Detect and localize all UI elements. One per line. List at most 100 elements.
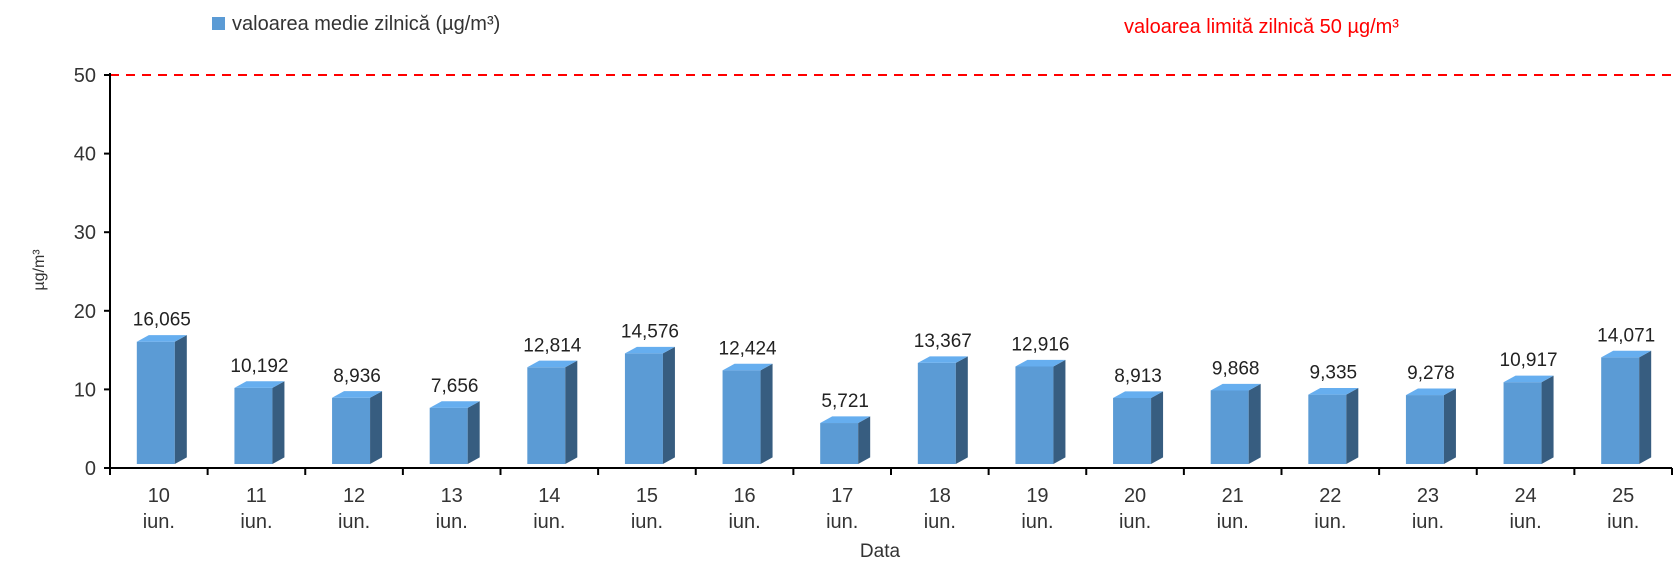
x-tick-label-month: iun. bbox=[728, 511, 760, 533]
bar-top bbox=[234, 381, 285, 388]
bar-front bbox=[234, 387, 273, 464]
x-tick-label-month: iun. bbox=[1412, 511, 1444, 533]
x-tick-label-month: iun. bbox=[143, 511, 175, 533]
bar-front bbox=[1210, 390, 1249, 464]
bar-side bbox=[1248, 383, 1261, 464]
bar-top bbox=[1113, 391, 1164, 398]
data-label: 12,424 bbox=[719, 338, 778, 359]
legend-series-label: valoarea medie zilnică (µg/m³) bbox=[232, 13, 500, 35]
bar-top bbox=[1015, 359, 1066, 367]
bar-top bbox=[332, 391, 383, 398]
x-tick-label-month: iun. bbox=[338, 511, 370, 533]
bar-front bbox=[1503, 382, 1542, 464]
bar-front bbox=[1405, 395, 1444, 464]
x-tick-label-month: iun. bbox=[924, 511, 956, 533]
bar-front bbox=[917, 362, 956, 464]
y-tick-label: 50 bbox=[74, 65, 96, 87]
bar-front bbox=[820, 423, 859, 464]
bar-top bbox=[1601, 350, 1652, 358]
bar-front bbox=[136, 341, 175, 464]
bar-front bbox=[624, 353, 663, 464]
x-tick-label-month: iun. bbox=[1509, 511, 1541, 533]
bar-front bbox=[429, 407, 468, 464]
bar-top bbox=[624, 346, 675, 354]
x-tick-label-day: 22 bbox=[1319, 485, 1341, 507]
bar-top bbox=[820, 416, 871, 424]
x-tick-label-day: 11 bbox=[246, 485, 267, 507]
y-tick-label: 0 bbox=[85, 458, 96, 480]
bar-front bbox=[1308, 394, 1347, 464]
bar-side bbox=[370, 391, 383, 464]
x-tick-label-month: iun. bbox=[533, 511, 565, 533]
data-label: 9,868 bbox=[1212, 358, 1260, 379]
x-tick-label-month: iun. bbox=[1021, 511, 1053, 533]
bar-side bbox=[955, 356, 968, 464]
bar-top bbox=[722, 363, 773, 371]
bar-top bbox=[1210, 383, 1261, 391]
x-tick-label-day: 15 bbox=[636, 485, 658, 507]
x-tick-label-day: 19 bbox=[1026, 485, 1048, 507]
data-label: 14,576 bbox=[621, 321, 679, 342]
data-label: 9,278 bbox=[1407, 363, 1455, 384]
data-label: 5,721 bbox=[821, 391, 869, 412]
data-label: 10,917 bbox=[1500, 350, 1558, 371]
x-tick-label-month: iun. bbox=[240, 511, 272, 533]
bar-top bbox=[1503, 375, 1554, 383]
x-tick-label-day: 21 bbox=[1222, 485, 1244, 507]
bar-front bbox=[1601, 357, 1640, 464]
y-tick-label: 30 bbox=[74, 222, 96, 244]
x-tick-label-month: iun. bbox=[1607, 511, 1639, 533]
bar-front bbox=[1015, 366, 1054, 464]
bar-front bbox=[1113, 397, 1152, 464]
x-tick-label-day: 18 bbox=[929, 485, 951, 507]
legend-swatch bbox=[212, 17, 225, 30]
y-tick-label: 20 bbox=[74, 301, 96, 323]
bar-side bbox=[1151, 391, 1164, 464]
bar-front bbox=[527, 367, 566, 464]
data-label: 7,656 bbox=[431, 376, 479, 397]
bar-side bbox=[174, 335, 187, 464]
bar-front bbox=[722, 370, 761, 464]
data-label: 12,814 bbox=[523, 335, 582, 356]
x-tick-label-month: iun. bbox=[826, 511, 858, 533]
bar-side bbox=[1443, 388, 1456, 464]
x-tick-label-month: iun. bbox=[1119, 511, 1151, 533]
bar-top bbox=[917, 356, 968, 363]
x-tick-label-day: 14 bbox=[538, 485, 560, 507]
y-axis-title: µg/m³ bbox=[31, 249, 48, 291]
data-label: 14,071 bbox=[1597, 325, 1655, 346]
bar-front bbox=[332, 397, 371, 464]
x-tick-label-day: 24 bbox=[1514, 485, 1536, 507]
bar-top bbox=[527, 360, 578, 368]
x-tick-label-day: 25 bbox=[1612, 485, 1634, 507]
bar-top bbox=[429, 401, 480, 408]
x-tick-label-day: 17 bbox=[831, 485, 853, 507]
x-tick-label-month: iun. bbox=[1217, 511, 1249, 533]
bar-side bbox=[1053, 359, 1066, 464]
y-tick-label: 40 bbox=[74, 144, 96, 166]
x-tick-label-day: 13 bbox=[441, 485, 463, 507]
bar-side bbox=[662, 346, 675, 464]
legend: valoarea medie zilnică (µg/m³) bbox=[212, 13, 500, 35]
data-label: 9,335 bbox=[1310, 363, 1358, 384]
data-label: 12,916 bbox=[1011, 334, 1069, 355]
x-axis-title: Data bbox=[860, 541, 901, 562]
data-label: 16,065 bbox=[133, 310, 191, 331]
data-label: 10,192 bbox=[230, 356, 288, 377]
x-tick-label-month: iun. bbox=[1314, 511, 1346, 533]
data-label: 8,936 bbox=[333, 366, 381, 387]
x-tick-label-month: iun. bbox=[436, 511, 468, 533]
x-tick-label-day: 20 bbox=[1124, 485, 1146, 507]
data-label: 8,913 bbox=[1114, 366, 1162, 387]
bar-top bbox=[136, 335, 187, 342]
x-tick-label-day: 10 bbox=[148, 485, 170, 507]
bar-side bbox=[565, 360, 578, 464]
bar-side bbox=[1639, 350, 1652, 464]
x-tick-label-month: iun. bbox=[631, 511, 663, 533]
bar-side bbox=[760, 363, 773, 464]
bar-side bbox=[467, 401, 480, 464]
limit-line-label: valoarea limită zilnică 50 µg/m³ bbox=[1124, 16, 1399, 38]
bar-side bbox=[272, 381, 285, 464]
y-tick-label: 10 bbox=[74, 379, 96, 401]
